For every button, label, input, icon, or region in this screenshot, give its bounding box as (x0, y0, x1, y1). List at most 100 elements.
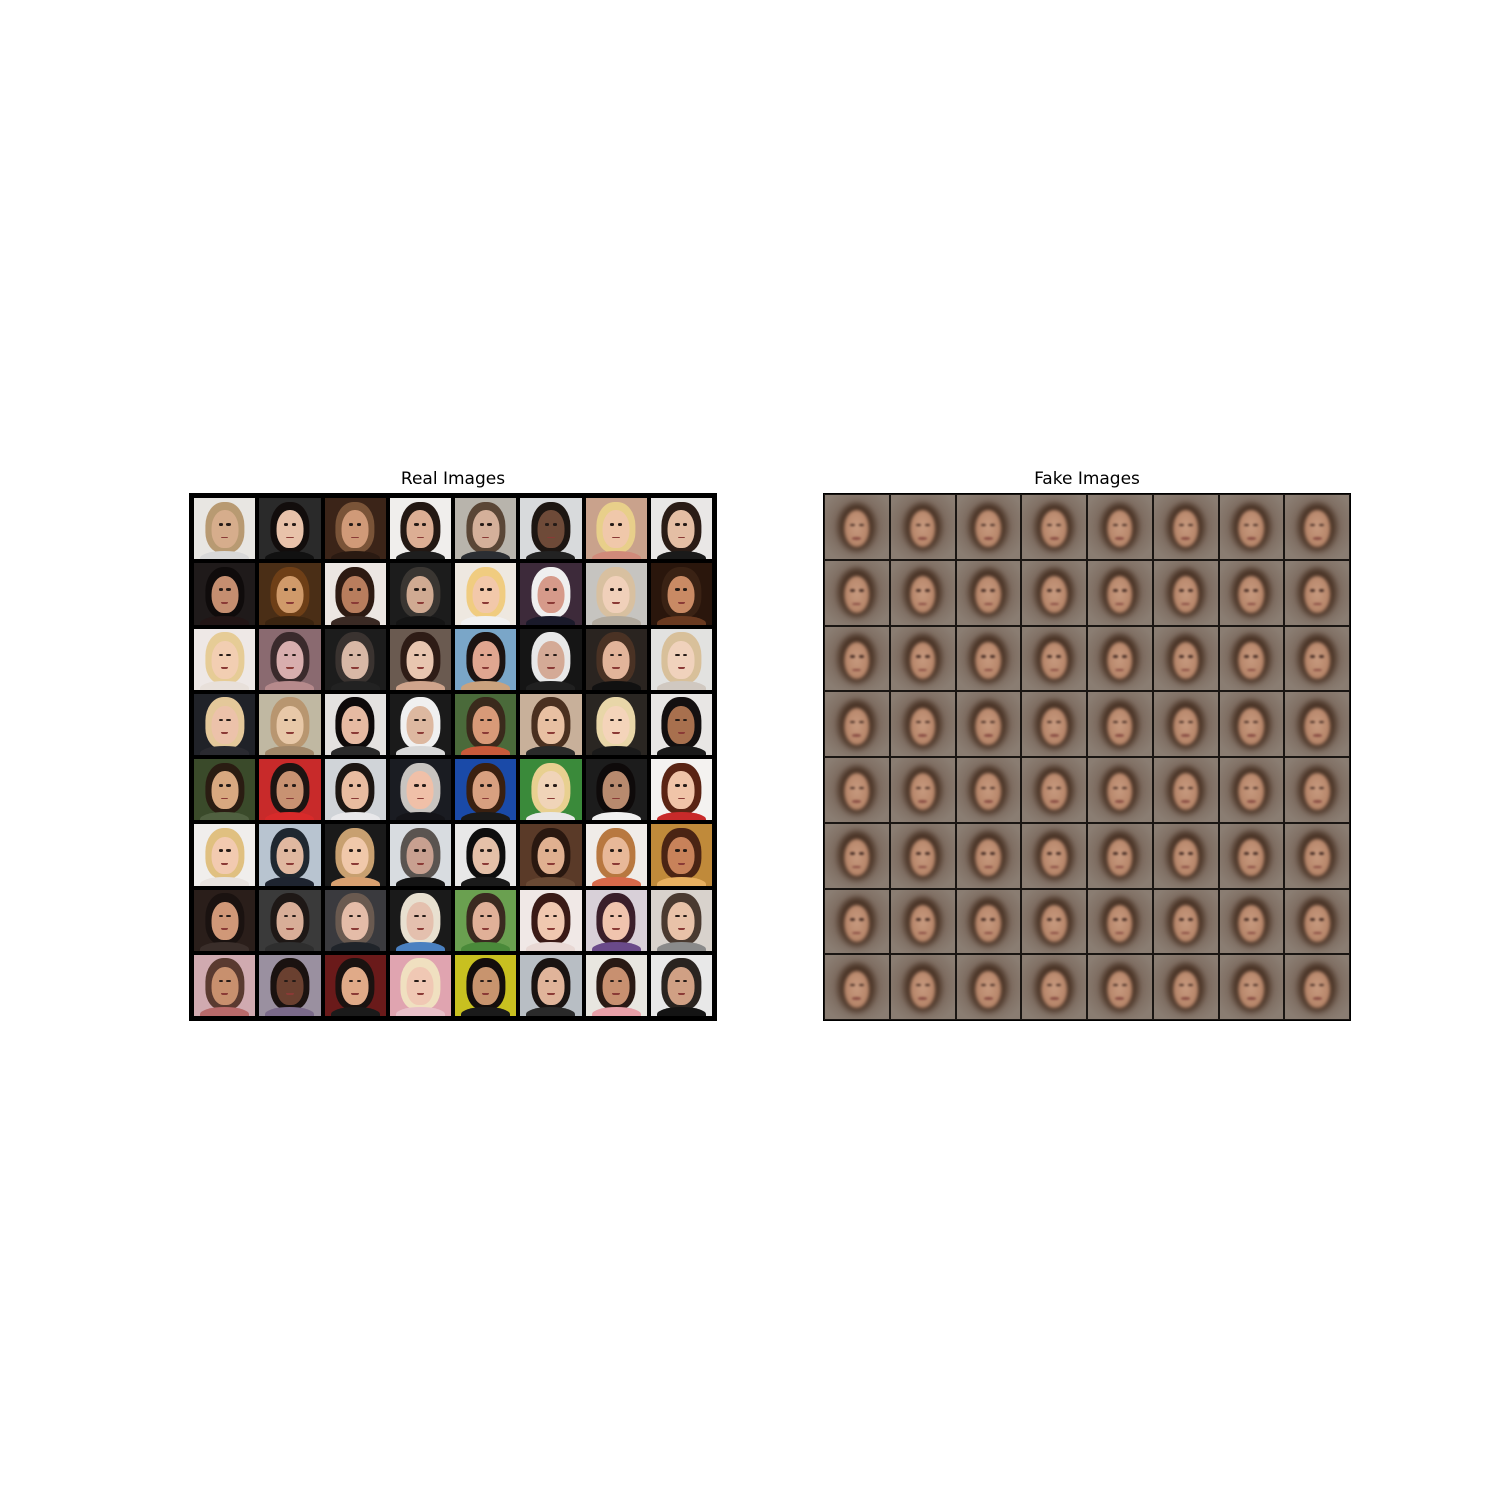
real-face-image (324, 889, 386, 951)
fake-face-image (1285, 692, 1349, 756)
real-face-image (259, 563, 321, 625)
real-face-image (585, 628, 647, 690)
real-face-image (455, 954, 517, 1016)
real-face-image (585, 954, 647, 1016)
fake-face-image (825, 955, 889, 1019)
real-face-image (259, 954, 321, 1016)
real-face-image (650, 759, 712, 821)
real-face-image (194, 693, 256, 755)
fake-face-image (1088, 560, 1152, 625)
real-face-image (194, 498, 256, 560)
fake-face-image (1153, 495, 1218, 559)
real-face-image (520, 498, 582, 560)
fake-face-image (1285, 823, 1349, 888)
real-face-image (389, 628, 451, 690)
real-face-image (389, 824, 451, 886)
real-face-image (324, 954, 386, 1016)
fake-face-image (890, 692, 955, 756)
fake-face-image (1088, 758, 1152, 822)
real-face-image (585, 498, 647, 560)
real-face-image (455, 563, 517, 625)
real-face-image (324, 563, 386, 625)
real-face-image (520, 563, 582, 625)
fake-face-image (956, 758, 1021, 822)
fake-face-image (890, 823, 955, 888)
real-face-image (455, 889, 517, 951)
fake-face-image (1088, 626, 1152, 691)
real-face-image (520, 693, 582, 755)
real-face-image (650, 498, 712, 560)
fake-images-grid (823, 493, 1351, 1021)
real-face-image (259, 759, 321, 821)
fake-face-image (1285, 560, 1349, 625)
real-images-title: Real Images (400, 469, 506, 489)
real-face-image (585, 889, 647, 951)
fake-face-image (1088, 692, 1152, 756)
real-face-image (520, 824, 582, 886)
real-face-image (455, 498, 517, 560)
fake-face-image (1219, 889, 1284, 954)
fake-face-image (1285, 889, 1349, 954)
fake-face-image (1022, 560, 1086, 625)
fake-face-image (956, 560, 1021, 625)
fake-face-image (1022, 758, 1086, 822)
fake-face-image (956, 823, 1021, 888)
real-face-image (389, 889, 451, 951)
real-face-image (585, 824, 647, 886)
real-face-image (389, 759, 451, 821)
fake-face-image (1285, 758, 1349, 822)
real-face-image (585, 563, 647, 625)
fake-face-image (1022, 495, 1086, 559)
fake-face-image (1088, 495, 1152, 559)
fake-face-image (1219, 758, 1284, 822)
real-face-image (650, 628, 712, 690)
fake-face-image (1153, 692, 1218, 756)
real-face-image (259, 889, 321, 951)
real-face-image (650, 954, 712, 1016)
real-face-image (650, 889, 712, 951)
fake-face-image (956, 955, 1021, 1019)
real-face-image (194, 759, 256, 821)
fake-face-image (1088, 955, 1152, 1019)
fake-face-image (825, 758, 889, 822)
real-face-image (585, 759, 647, 821)
fake-face-image (1153, 955, 1218, 1019)
fake-face-image (956, 889, 1021, 954)
fake-face-image (1285, 495, 1349, 559)
fake-face-image (825, 823, 889, 888)
fake-face-image (890, 758, 955, 822)
real-face-image (520, 954, 582, 1016)
real-face-image (194, 954, 256, 1016)
real-face-image (455, 693, 517, 755)
real-face-image (259, 498, 321, 560)
real-images-grid (189, 493, 717, 1021)
real-face-image (455, 759, 517, 821)
fake-face-image (1285, 626, 1349, 691)
fake-face-image (890, 560, 955, 625)
fake-face-image (1022, 955, 1086, 1019)
fake-face-image (890, 495, 955, 559)
real-face-image (194, 889, 256, 951)
fake-face-image (956, 692, 1021, 756)
real-face-image (520, 759, 582, 821)
fake-face-image (1219, 692, 1284, 756)
fake-images-title: Fake Images (1034, 469, 1140, 489)
real-face-image (455, 628, 517, 690)
fake-face-image (1153, 626, 1218, 691)
real-face-image (455, 824, 517, 886)
fake-face-image (1088, 889, 1152, 954)
fake-face-image (890, 955, 955, 1019)
real-face-image (520, 889, 582, 951)
real-face-image (259, 628, 321, 690)
real-face-image (389, 693, 451, 755)
fake-face-image (1153, 889, 1218, 954)
fake-face-image (956, 626, 1021, 691)
fake-face-image (890, 889, 955, 954)
fake-face-image (1022, 626, 1086, 691)
fake-face-image (1022, 823, 1086, 888)
fake-face-image (825, 495, 889, 559)
fake-face-image (1153, 823, 1218, 888)
fake-face-image (1219, 955, 1284, 1019)
real-face-image (259, 693, 321, 755)
real-face-image (650, 563, 712, 625)
